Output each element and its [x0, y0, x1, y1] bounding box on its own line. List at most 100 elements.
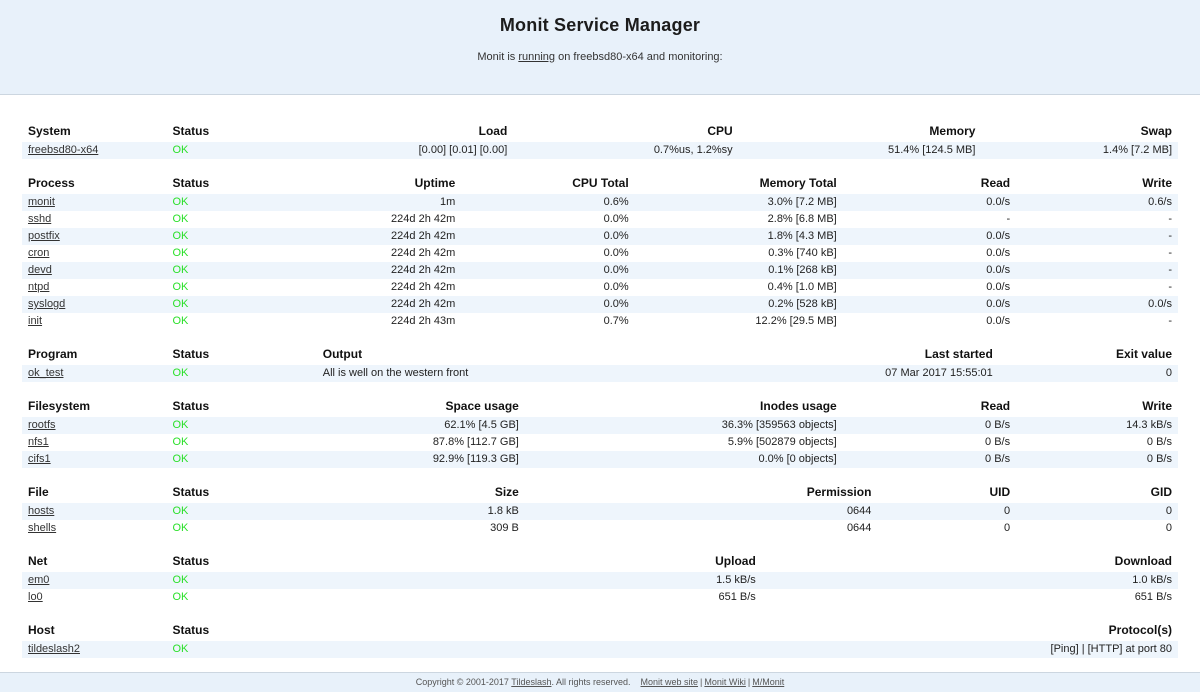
- tildeslash-link[interactable]: Tildeslash: [511, 677, 551, 687]
- status-value: OK: [173, 144, 189, 156]
- file-permission-value: 0644: [525, 503, 878, 520]
- process-read-value: 0.0/s: [843, 296, 1016, 313]
- filesystem-space-usage-value: 62.1% [4.5 GB]: [317, 417, 525, 434]
- mmonit-link[interactable]: M/Monit: [752, 677, 784, 687]
- process-write-value: 0.0/s: [1016, 296, 1178, 313]
- host-name-cell: tildeslash2: [22, 641, 167, 658]
- process-row-postfix: postfixOK224d 2h 42m0.0%1.8% [4.3 MB]0.0…: [22, 228, 1178, 245]
- filesystem-write-value: 0 B/s: [1016, 434, 1178, 451]
- process-cpu-total-value: 0.0%: [461, 262, 634, 279]
- file-col-header-file: File: [22, 483, 167, 503]
- process-status-cell: OK: [167, 228, 317, 245]
- system-cpu-value: 0.7%us, 1.2%sy: [513, 142, 738, 159]
- status-value: OK: [173, 213, 189, 225]
- filesystem-col-header-read: Read: [843, 397, 1016, 417]
- file-service-link-shells[interactable]: shells: [28, 522, 56, 534]
- filesystem-service-link-cifs1[interactable]: cifs1: [28, 453, 51, 465]
- file-size-value: 1.8 kB: [317, 503, 525, 520]
- net-name-cell: em0: [22, 572, 167, 589]
- system-col-header-load: Load: [317, 122, 514, 142]
- system-col-header-status: Status: [167, 122, 317, 142]
- process-service-link-sshd[interactable]: sshd: [28, 213, 51, 225]
- net-status-cell: OK: [167, 572, 317, 589]
- net-status-cell: OK: [167, 589, 317, 606]
- process-col-header-memory-total: Memory Total: [635, 174, 843, 194]
- process-status-cell: OK: [167, 245, 317, 262]
- process-row-syslogd: syslogdOK224d 2h 42m0.0%0.2% [528 kB]0.0…: [22, 296, 1178, 313]
- monit-website-link[interactable]: Monit web site: [641, 677, 699, 687]
- file-header-row: FileStatusSizePermissionUIDGID: [22, 483, 1178, 503]
- monit-wiki-link[interactable]: Monit Wiki: [704, 677, 746, 687]
- file-table: FileStatusSizePermissionUIDGID hosts OK1.8…: [22, 483, 1178, 537]
- process-col-header-cpu-total: CPU Total: [461, 174, 634, 194]
- process-write-value: 0.6/s: [1016, 194, 1178, 211]
- system-service-link-freebsd80-x64[interactable]: freebsd80-x64: [28, 144, 98, 156]
- status-value: OK: [173, 436, 189, 448]
- process-name-cell: devd: [22, 262, 167, 279]
- filesystem-status-cell: OK: [167, 434, 317, 451]
- process-name-cell: init: [22, 313, 167, 330]
- process-row-cron: cronOK224d 2h 42m0.0%0.3% [740 kB]0.0/s-: [22, 245, 1178, 262]
- program-service-link-ok-test[interactable]: ok_test: [28, 367, 63, 379]
- file-service-link-hosts[interactable]: hosts: [28, 505, 54, 517]
- process-read-value: 0.0/s: [843, 279, 1016, 296]
- process-write-value: -: [1016, 262, 1178, 279]
- file-col-header-gid: GID: [1016, 483, 1178, 503]
- process-read-value: 0.0/s: [843, 313, 1016, 330]
- process-write-value: -: [1016, 245, 1178, 262]
- process-service-link-ntpd[interactable]: ntpd: [28, 281, 49, 293]
- filesystem-col-header-filesystem: Filesystem: [22, 397, 167, 417]
- file-row-hosts: hostsOK1.8 kB064400: [22, 503, 1178, 520]
- host-service-link-tildeslash2[interactable]: tildeslash2: [28, 643, 80, 655]
- process-row-sshd: sshdOK224d 2h 42m0.0%2.8% [6.8 MB]--: [22, 211, 1178, 228]
- net-download-value: 651 B/s: [762, 589, 1178, 606]
- process-service-link-devd[interactable]: devd: [28, 264, 52, 276]
- program-col-header-exit-value: Exit value: [999, 345, 1178, 365]
- filesystem-service-link-nfs1[interactable]: nfs1: [28, 436, 49, 448]
- status-value: OK: [173, 315, 189, 327]
- file-status-cell: OK: [167, 503, 317, 520]
- status-value: OK: [173, 298, 189, 310]
- net-table: NetStatusUploadDownloadem0OK1.5 kB/s1.0 …: [22, 552, 1178, 606]
- net-col-header-status: Status: [167, 552, 317, 572]
- process-service-link-init[interactable]: init: [28, 315, 42, 327]
- file-permission-value: 0644: [525, 520, 878, 537]
- host-col-header-status: Status: [167, 621, 317, 641]
- system-col-header-cpu: CPU: [513, 122, 738, 142]
- net-service-link-em0[interactable]: em0: [28, 574, 49, 586]
- process-uptime-value: 224d 2h 42m: [317, 296, 462, 313]
- process-col-header-process: Process: [22, 174, 167, 194]
- net-col-header-net: Net: [22, 552, 167, 572]
- filesystem-row-cifs1: cifs1OK92.9% [119.3 GB]0.0% [0 objects]0…: [22, 451, 1178, 468]
- filesystem-status-cell: OK: [167, 417, 317, 434]
- filesystem-inodes-usage-value: 36.3% [359563 objects]: [525, 417, 843, 434]
- process-row-ntpd: ntpdOK224d 2h 42m0.0%0.4% [1.0 MB]0.0/s-: [22, 279, 1178, 296]
- process-row-init: initOK224d 2h 43m0.7%12.2% [29.5 MB]0.0/…: [22, 313, 1178, 330]
- process-table: ProcessStatusUptimeCPU TotalMemory Total…: [22, 174, 1178, 330]
- process-cpu-total-value: 0.6%: [461, 194, 634, 211]
- process-write-value: -: [1016, 279, 1178, 296]
- net-upload-value: 1.5 kB/s: [317, 572, 762, 589]
- running-link[interactable]: running: [518, 51, 555, 63]
- process-service-link-monit[interactable]: monit: [28, 196, 55, 208]
- system-col-header-swap: Swap: [981, 122, 1178, 142]
- monit-page: Monit Service Manager Monit is running o…: [0, 0, 1200, 692]
- process-cpu-total-value: 0.0%: [461, 296, 634, 313]
- process-name-cell: ntpd: [22, 279, 167, 296]
- process-status-cell: OK: [167, 313, 317, 330]
- filesystem-col-header-status: Status: [167, 397, 317, 417]
- footer-separator: |: [748, 677, 750, 687]
- process-service-link-syslogd[interactable]: syslogd: [28, 298, 65, 310]
- program-row-ok-test: ok_testOKAll is well on the western fron…: [22, 365, 1178, 382]
- host-row-tildeslash2: tildeslash2OK[Ping] | [HTTP] at port 80: [22, 641, 1178, 658]
- program-col-header-last-started: Last started: [727, 345, 999, 365]
- process-name-cell: sshd: [22, 211, 167, 228]
- filesystem-service-link-rootfs[interactable]: rootfs: [28, 419, 56, 431]
- host-protocol-s-value: [Ping] | [HTTP] at port 80: [317, 641, 1178, 658]
- filesystem-status-cell: OK: [167, 451, 317, 468]
- process-service-link-postfix[interactable]: postfix: [28, 230, 60, 242]
- program-output-value: All is well on the western front: [317, 365, 727, 382]
- process-service-link-cron[interactable]: cron: [28, 247, 49, 259]
- net-service-link-lo0[interactable]: lo0: [28, 591, 43, 603]
- program-col-header-status: Status: [167, 345, 317, 365]
